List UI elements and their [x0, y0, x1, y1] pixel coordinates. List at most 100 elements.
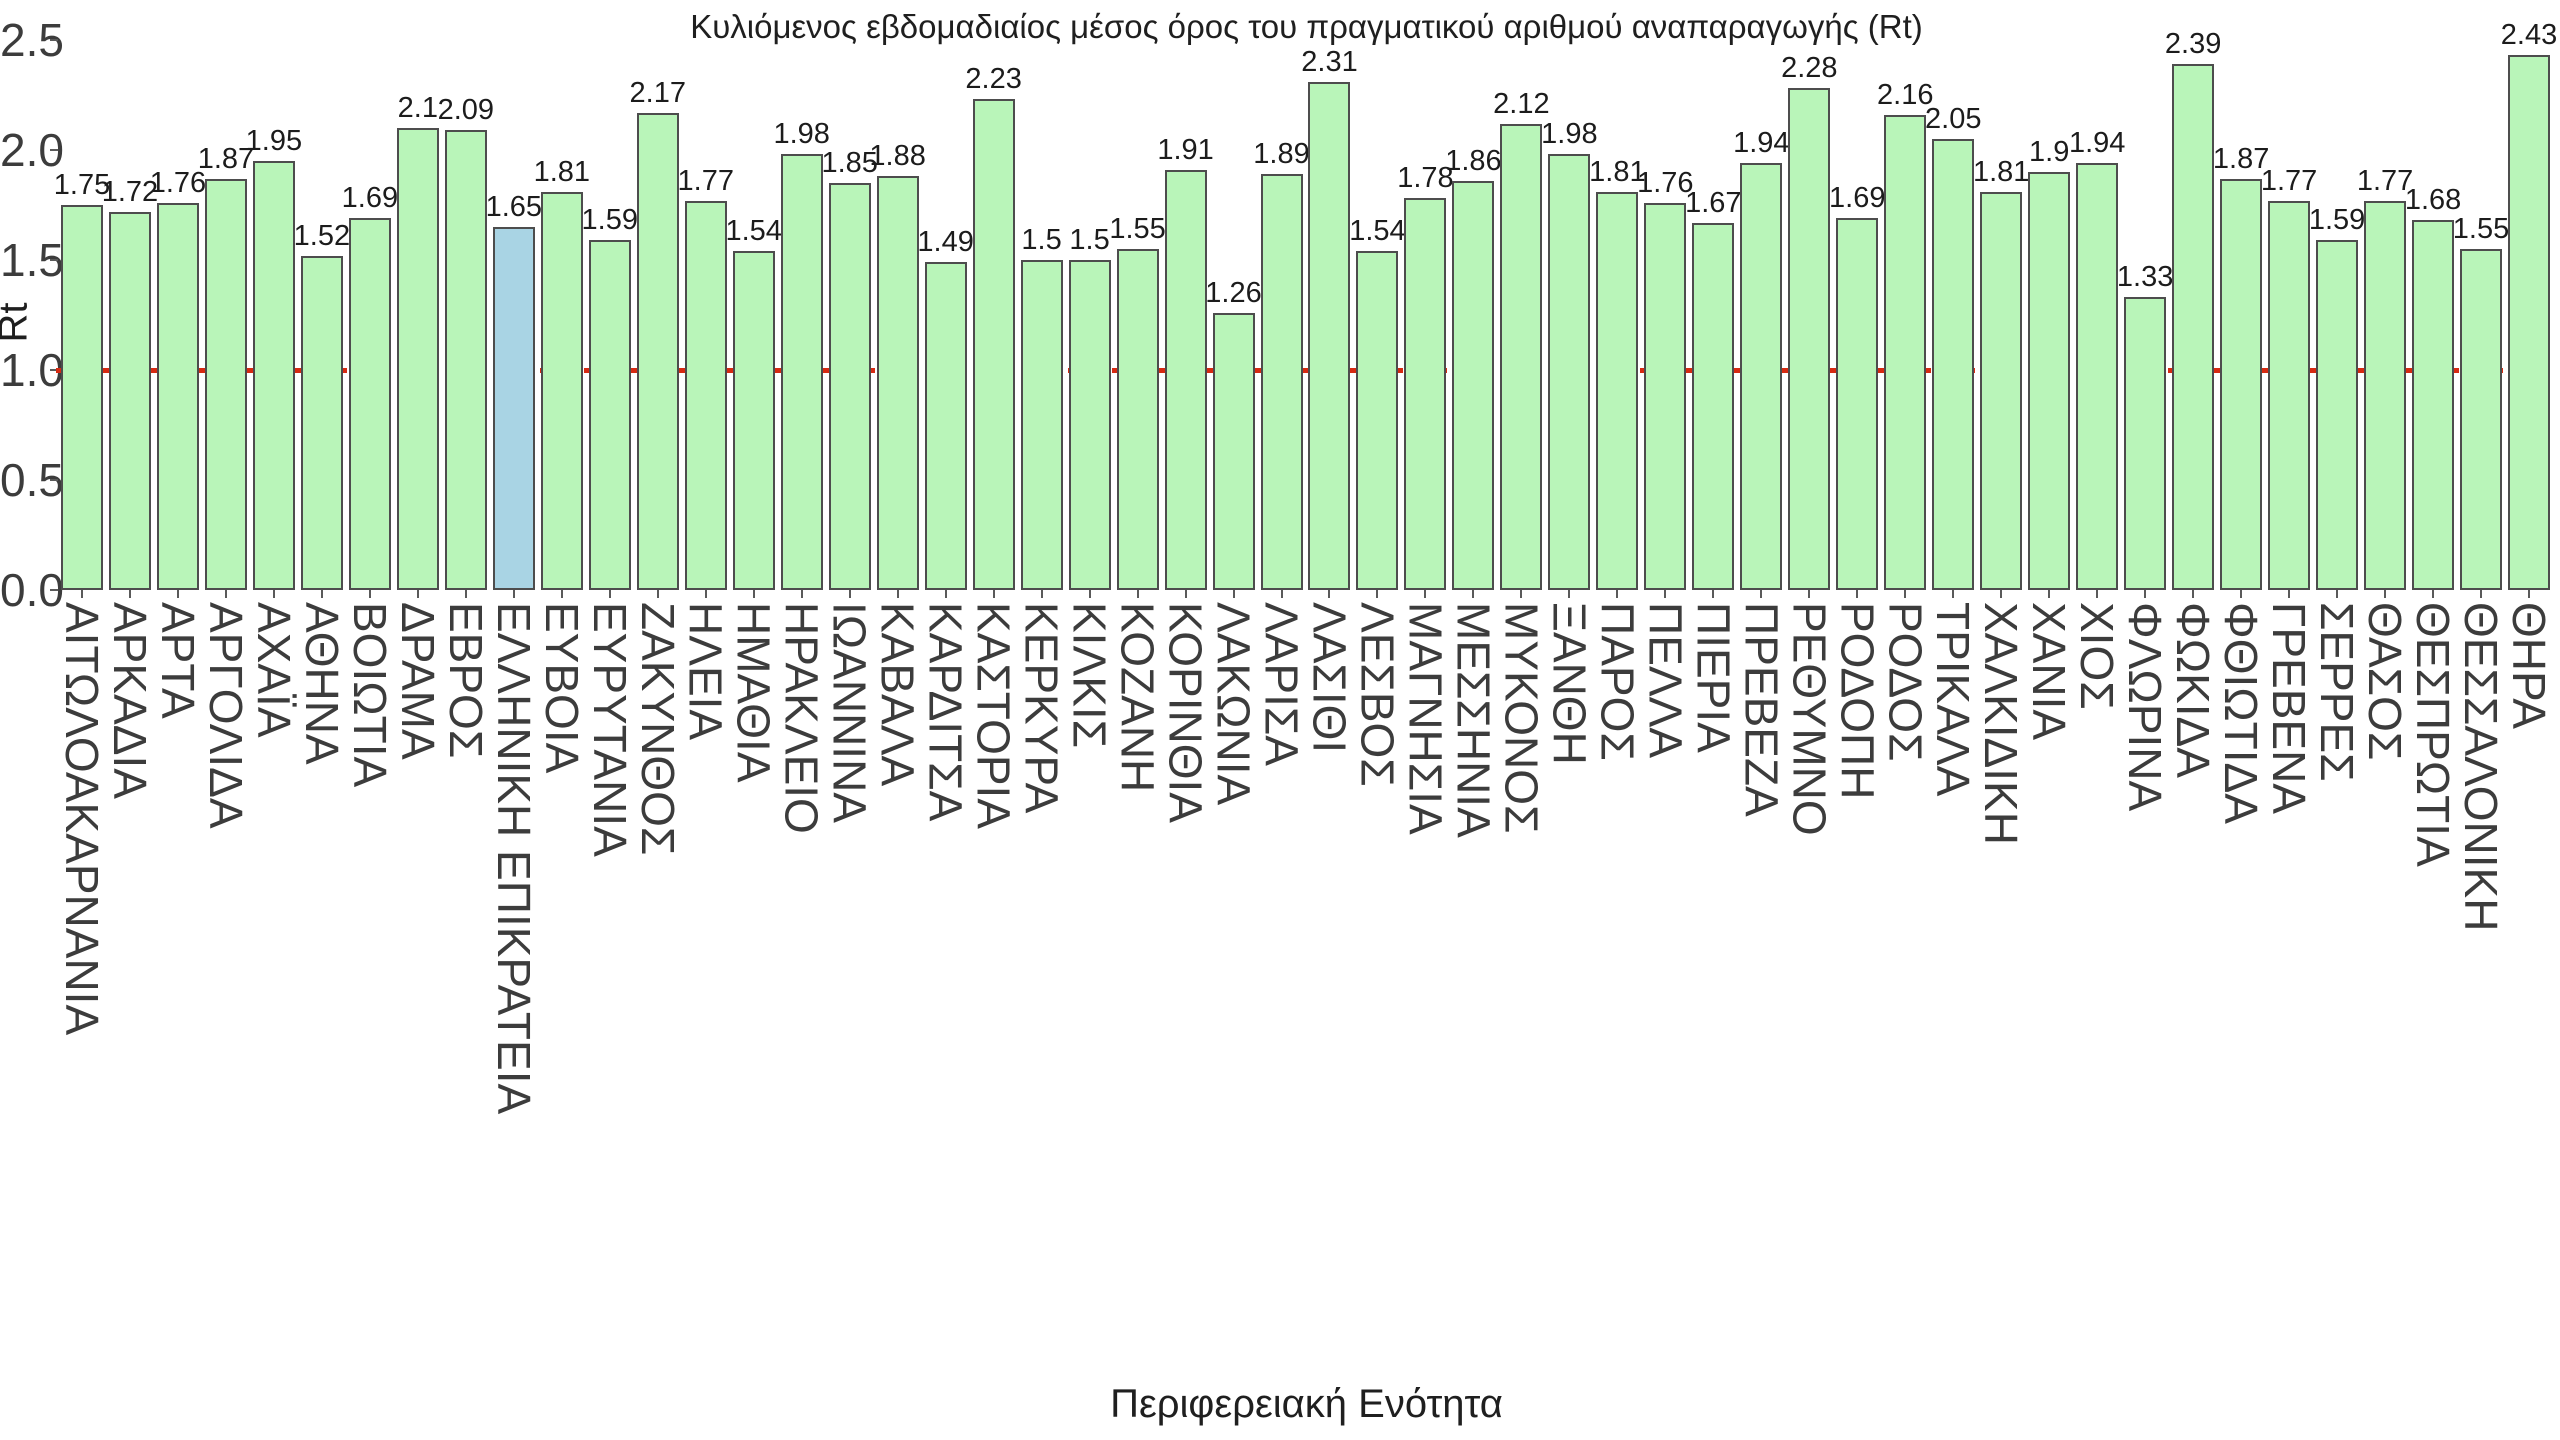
- bar: [2412, 220, 2455, 590]
- x-axis-tick-mark: [1472, 590, 1475, 598]
- bar-value-label: 1.75: [53, 169, 111, 201]
- bar-value-label: 1.78: [1397, 162, 1454, 195]
- bar-value-label: 1.5: [1021, 224, 1062, 256]
- bar-value-label: 1.26: [1205, 276, 1262, 309]
- bar-value-label: 1.81: [1972, 155, 2030, 188]
- reference-line: [56, 368, 2560, 373]
- bar: [2364, 200, 2407, 590]
- x-tick-label: ΜΑΓΝΗΣΙΑ: [1399, 602, 1452, 835]
- bar-value-label: 1.9: [2029, 136, 2070, 168]
- bar-value-label: 1.94: [2068, 127, 2126, 160]
- bar: [2460, 249, 2503, 590]
- bar: [636, 112, 679, 590]
- x-tick-label: ΚΙΛΚΙΣ: [1063, 602, 1116, 749]
- x-tick-label: ΑΡΚΑΔΙΑ: [103, 602, 156, 799]
- bar-value-label: 1.55: [1109, 213, 1166, 245]
- bar-value-label: 1.54: [725, 215, 782, 248]
- x-tick-label: ΡΕΘΥΜΝΟ: [1783, 602, 1836, 836]
- x-axis-tick-mark: [1040, 590, 1043, 598]
- x-axis-label: Περιφερειακή Ενότητα: [1110, 1382, 1503, 1426]
- x-axis-tick-mark: [2240, 590, 2243, 598]
- x-tick-label: ΜΥΚΟΝΟΣ: [1495, 602, 1548, 834]
- x-tick-label: ΣΕΡΡΕΣ: [2311, 602, 2364, 782]
- x-tick-label: ΕΥΡΥΤΑΝΙΑ: [583, 602, 636, 857]
- x-tick-label: ΘΗΡΑ: [2503, 602, 2555, 729]
- x-tick-label: ΚΑΒΑΛΑ: [871, 602, 924, 787]
- x-tick-label: ΙΩΑΝΝΙΝΑ: [823, 602, 876, 823]
- bar-value-label: 1.59: [581, 204, 638, 237]
- x-tick-label: ΚΟΖΑΝΗ: [1111, 602, 1164, 793]
- bar: [1068, 260, 1111, 590]
- x-axis-tick-mark: [608, 590, 611, 598]
- bar-value-label: 1.94: [1733, 127, 1790, 160]
- bar: [2268, 200, 2311, 590]
- x-axis-tick-mark: [1856, 590, 1859, 598]
- x-axis-tick-mark: [272, 590, 275, 598]
- bar: [348, 218, 391, 590]
- x-axis-tick-mark: [320, 590, 323, 598]
- x-tick-label: ΠΕΛΛΑ: [1639, 602, 1692, 759]
- x-tick-label: ΑΘΗΝΑ: [295, 602, 348, 765]
- bar-value-label: 2.1: [397, 92, 439, 124]
- bar-value-label: 1.95: [245, 125, 303, 157]
- bar: [2172, 64, 2215, 590]
- bar: [684, 200, 727, 590]
- bar-value-label: 1.76: [1637, 166, 1694, 199]
- y-axis-tick-mark: [50, 39, 58, 41]
- x-axis-tick-mark: [2096, 590, 2099, 598]
- y-axis-tick-mark: [50, 589, 58, 591]
- x-tick-label: ΑΡΤΑ: [151, 602, 204, 719]
- bar: [780, 154, 823, 590]
- x-axis-tick-mark: [1328, 590, 1331, 598]
- bar: [2028, 172, 2071, 590]
- bar-value-label: 1.67: [1685, 186, 1742, 219]
- x-axis-tick-mark: [512, 590, 515, 598]
- bar: [2316, 240, 2359, 590]
- x-tick-label: ΧΑΛΚΙΔΙΚΗ: [1975, 602, 2028, 845]
- x-tick-label: ΛΑΚΩΝΙΑ: [1207, 602, 1260, 806]
- x-tick-label: ΗΜΑΘΙΑ: [727, 602, 780, 783]
- x-axis-tick-mark: [368, 590, 371, 598]
- x-tick-label: ΧΑΝΙΑ: [2023, 602, 2076, 741]
- x-axis-tick-mark: [1088, 590, 1091, 598]
- x-axis-tick-mark: [1568, 590, 1571, 598]
- bar-value-label: 1.65: [485, 191, 543, 223]
- bar: [108, 211, 151, 590]
- x-tick-label: ΡΟΔΟΣ: [1879, 602, 1932, 762]
- x-tick-label: ΑΡΓΟΛΙΔΑ: [199, 602, 252, 829]
- x-axis-tick-mark: [2336, 590, 2339, 598]
- bar-highlight-ΕΛΛΗΝΙΚΗ ΕΠΙΚΡΑΤΕΙΑ: [492, 227, 535, 590]
- x-axis-tick-mark: [1616, 590, 1619, 598]
- x-tick-label: ΘΕΣΣΑΛΟΝΙΚΗ: [2455, 602, 2508, 932]
- x-axis-tick-mark: [464, 590, 467, 598]
- x-tick-label: ΛΕΣΒΟΣ: [1351, 602, 1404, 787]
- bar: [1932, 139, 1975, 590]
- x-axis-tick-mark: [1952, 590, 1955, 598]
- x-tick-label: ΕΥΒΟΙΑ: [535, 602, 588, 774]
- bar: [396, 128, 439, 590]
- bar: [2124, 297, 2167, 590]
- y-axis-tick-label: 1.5: [0, 234, 64, 286]
- bar: [1308, 81, 1351, 590]
- bar: [972, 99, 1015, 590]
- x-tick-label: ΡΟΔΟΠΗ: [1831, 602, 1884, 800]
- bar-value-label: 1.77: [2260, 164, 2318, 197]
- bar-value-label: 1.69: [1829, 182, 1886, 215]
- bar: [1500, 123, 1543, 590]
- bar-value-label: 1.89: [1253, 138, 1310, 171]
- bar: [1260, 174, 1303, 590]
- x-axis-tick-mark: [1280, 590, 1283, 598]
- bar-value-label: 1.55: [2452, 213, 2510, 245]
- bar-value-label: 1.52: [293, 219, 351, 252]
- bar: [60, 205, 103, 590]
- x-axis-tick-mark: [704, 590, 707, 598]
- x-axis-tick-mark: [1376, 590, 1379, 598]
- x-tick-label: ΠΙΕΡΙΑ: [1687, 602, 1740, 753]
- x-tick-label: ΒΟΙΩΤΙΑ: [343, 602, 396, 788]
- x-axis-tick-mark: [944, 590, 947, 598]
- x-axis-tick-mark: [2528, 590, 2530, 598]
- x-axis-tick-mark: [1904, 590, 1907, 598]
- bar-value-label: 2.09: [437, 94, 495, 127]
- x-tick-label: ΧΙΟΣ: [2071, 602, 2124, 710]
